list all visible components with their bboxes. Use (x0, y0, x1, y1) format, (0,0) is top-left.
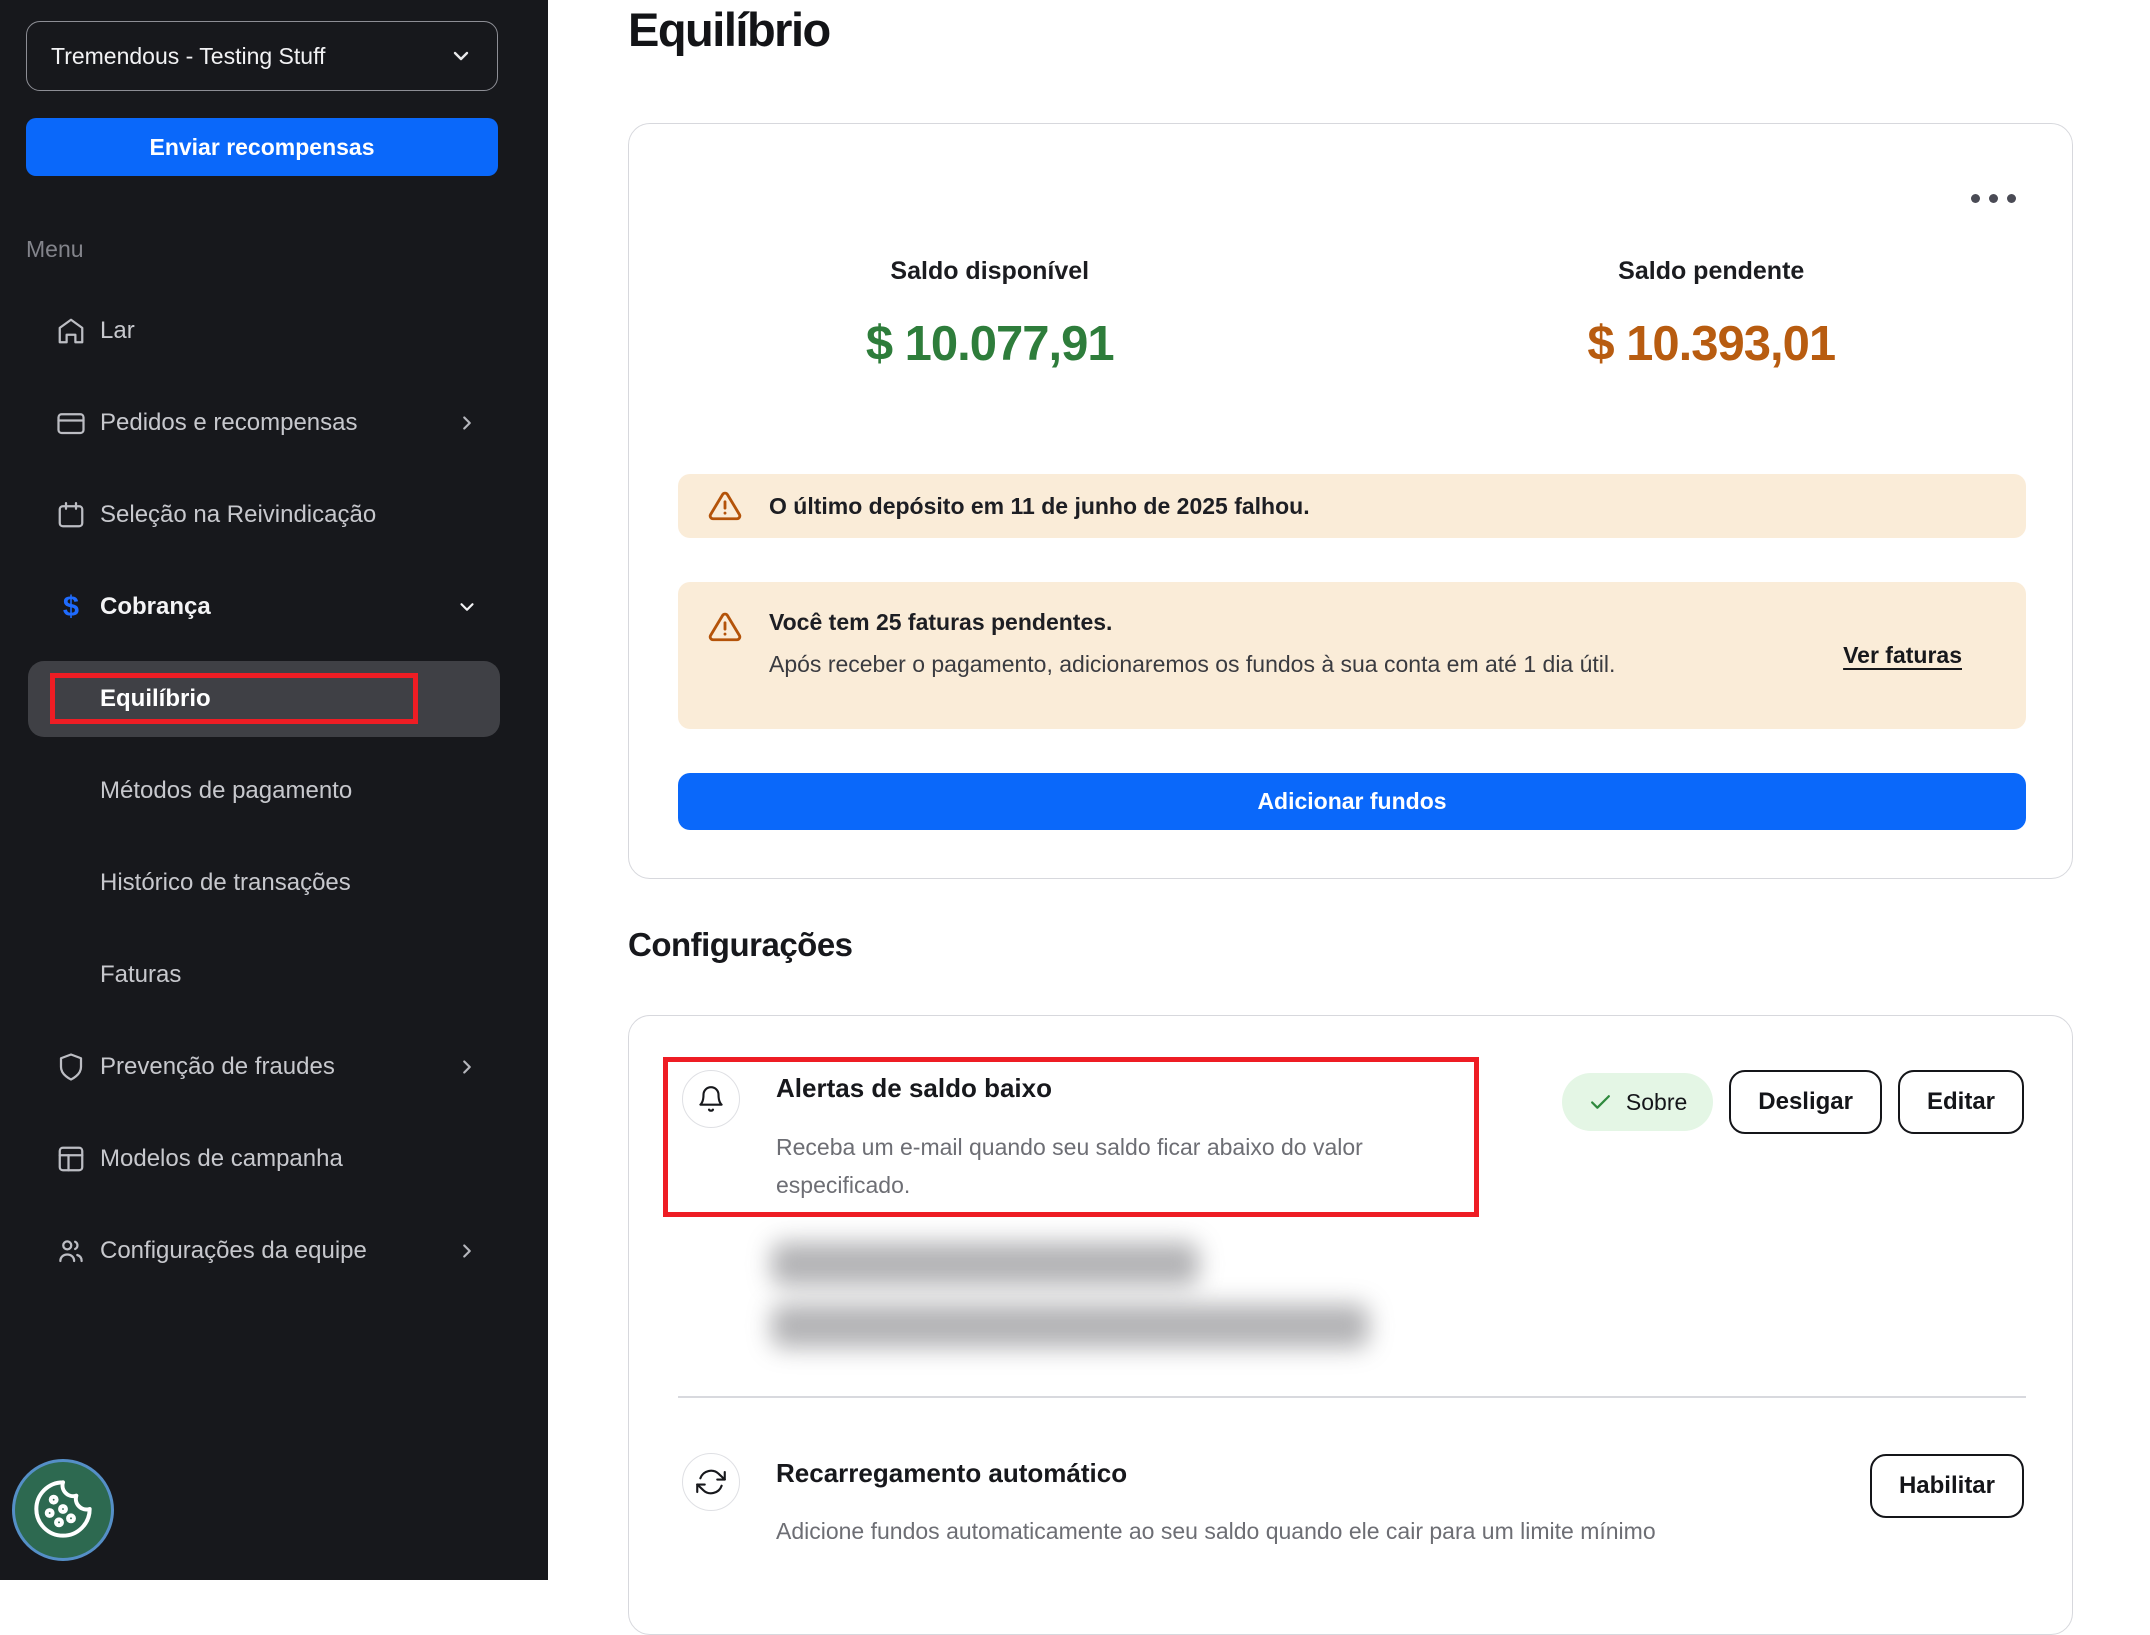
sidebar-item-faturas[interactable]: Faturas (0, 929, 548, 1021)
redacted-text-blur (771, 1304, 1369, 1348)
card-options-ellipsis-icon[interactable] (1965, 188, 2022, 209)
deposit-failed-warning: O último depósito em 11 de junho de 2025… (678, 474, 2026, 538)
chevron-right-icon (456, 1240, 478, 1262)
sidebar-item-historico-de-transacoes[interactable]: Histórico de transações (0, 837, 548, 929)
annotation-box-low-balance-alerts (663, 1057, 1479, 1217)
chevron-down-icon (456, 596, 478, 618)
cookie-icon (31, 1477, 95, 1544)
sidebar: Tremendous - Testing Stuff Enviar recomp… (0, 0, 548, 1580)
available-balance-label: Saldo disponível (890, 257, 1090, 285)
template-icon (56, 1144, 86, 1174)
sidebar-item-metodos-de-pagamento[interactable]: Métodos de pagamento (0, 745, 548, 837)
sidebar-item-configuracoes-da-equipe[interactable]: Configurações da equipe (0, 1205, 548, 1297)
auto-reload-title: Recarregamento automático (776, 1458, 1128, 1488)
sidebar-item-label: Cobrança (100, 593, 211, 620)
settings-card: Alertas de saldo baixo Receba um e-mail … (628, 1015, 2073, 1635)
team-icon (56, 1236, 86, 1266)
sidebar-item-label: Faturas (100, 961, 182, 988)
available-balance-value: $ 10.077,91 (865, 317, 1115, 371)
pending-invoices-warning: Você tem 25 faturas pendentes. Após rece… (678, 582, 2026, 729)
warning-triangle-icon (708, 610, 742, 644)
page-title: Equilíbrio (628, 3, 831, 56)
chevron-down-icon (449, 44, 473, 68)
status-badge-label: Sobre (1625, 1088, 1688, 1115)
cookie-consent-button[interactable] (12, 1459, 114, 1561)
dollar-icon: $ (62, 590, 80, 623)
bell-icon (682, 1070, 740, 1128)
sidebar-item-label: Modelos de campanha (100, 1145, 343, 1172)
sidebar-item-label: Configurações da equipe (100, 1237, 367, 1264)
row-divider (678, 1396, 2026, 1398)
sidebar-item-equilibrio[interactable]: Equilíbrio (0, 653, 548, 745)
add-funds-button[interactable]: Adicionar fundos (678, 773, 2026, 830)
annotation-box-equilibrio (50, 673, 418, 724)
send-rewards-button[interactable]: Enviar recompensas (26, 118, 498, 176)
low-balance-alerts-description: Receba um e-mail quando seu saldo ficar … (776, 1134, 1363, 1198)
balances-row: Saldo disponível $ 10.077,91 Saldo pende… (629, 257, 2072, 372)
sidebar-item-prevencao-de-fraudes[interactable]: Prevenção de fraudes (0, 1021, 548, 1113)
warning-triangle-icon (708, 489, 742, 523)
sidebar-item-selecao-na-reivindicacao[interactable]: Seleção na Reivindicação (0, 469, 548, 561)
sidebar-item-label: Seleção na Reivindicação (100, 501, 377, 528)
sidebar-item-label: Métodos de pagamento (100, 777, 353, 804)
sidebar-item-label: Histórico de transações (100, 869, 351, 896)
pending-invoices-body: Após receber o pagamento, adicionaremos … (769, 651, 1616, 677)
sidebar-item-lar[interactable]: Lar (0, 285, 548, 377)
view-invoices-link[interactable]: Ver faturas (1843, 642, 1962, 668)
deposit-failed-text: O último depósito em 11 de junho de 2025… (769, 492, 1310, 519)
redacted-text-blur (771, 1242, 1199, 1286)
pending-balance-label: Saldo pendente (1618, 257, 1805, 285)
low-balance-alerts-title: Alertas de saldo baixo (776, 1073, 1052, 1103)
sidebar-nav: Lar Pedidos e recompensas Seleção na Rei… (0, 285, 548, 1297)
sidebar-item-label: Lar (100, 317, 135, 344)
sidebar-item-label: Pedidos e recompensas (100, 409, 358, 436)
balance-card: Saldo disponível $ 10.077,91 Saldo pende… (628, 123, 2073, 879)
chevron-right-icon (456, 1056, 478, 1078)
check-icon (1590, 1094, 1610, 1109)
refresh-icon (682, 1453, 740, 1511)
sidebar-item-label: Prevenção de fraudes (100, 1053, 335, 1080)
main-content: Equilíbrio Saldo disponível $ 10.077,91 … (548, 0, 2150, 1635)
sidebar-item-cobranca[interactable]: $ Cobrança (0, 561, 548, 653)
pending-balance: Saldo pendente $ 10.393,01 (1351, 257, 2073, 372)
credit-card-icon (56, 408, 86, 438)
available-balance: Saldo disponível $ 10.077,91 (629, 257, 1351, 372)
edit-button[interactable]: Editar (1897, 1070, 2024, 1134)
home-icon (56, 316, 86, 346)
shield-icon (56, 1052, 86, 1082)
sidebar-item-pedidos-e-recompensas[interactable]: Pedidos e recompensas (0, 377, 548, 469)
settings-heading: Configurações (628, 926, 853, 963)
pending-balance-value: $ 10.393,01 (1587, 317, 1836, 371)
sidebar-item-label: Equilíbrio (100, 685, 211, 712)
auto-reload-description: Adicione fundos automaticamente ao seu s… (776, 1518, 1656, 1544)
workspace-switcher[interactable]: Tremendous - Testing Stuff (26, 21, 498, 91)
menu-section-heading: Menu (26, 236, 84, 262)
low-balance-alerts-controls: Sobre Desligar Editar (1561, 1070, 2024, 1134)
workspace-switcher-label: Tremendous - Testing Stuff (51, 42, 326, 69)
status-badge: Sobre (1561, 1073, 1714, 1131)
enable-button[interactable]: Habilitar (1869, 1454, 2024, 1518)
turn-off-button[interactable]: Desligar (1729, 1070, 1882, 1134)
calendar-icon (56, 500, 86, 530)
sidebar-item-modelos-de-campanha[interactable]: Modelos de campanha (0, 1113, 548, 1205)
pending-invoices-title: Você tem 25 faturas pendentes. (769, 609, 1113, 635)
chevron-right-icon (456, 412, 478, 434)
